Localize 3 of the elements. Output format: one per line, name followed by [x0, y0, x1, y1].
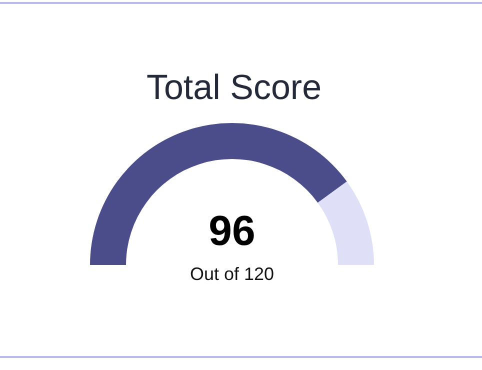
- text: Out of 120: [190, 264, 274, 284]
- chart-title: Total Score: [146, 68, 322, 107]
- text: 96: [208, 207, 256, 254]
